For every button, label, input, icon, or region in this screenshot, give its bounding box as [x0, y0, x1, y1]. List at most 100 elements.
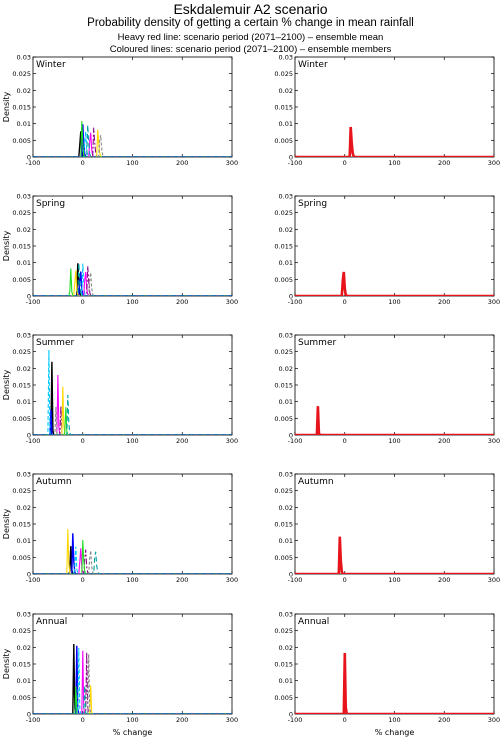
y-tick-label: 0.005	[274, 694, 293, 702]
y-tick-label: 0	[289, 293, 293, 301]
y-tick-label: 0.01	[17, 537, 31, 545]
y-tick-label: 0	[289, 711, 293, 719]
y-tick-label: 0.01	[17, 120, 31, 128]
x-tick-label: 200	[438, 298, 450, 306]
y-tick-label: 0	[289, 571, 293, 579]
x-tick-label: 300	[488, 159, 500, 167]
y-tick-label: 0.015	[274, 104, 293, 112]
x-tick-label: 300	[226, 159, 238, 167]
x-tick-label: 200	[438, 437, 450, 445]
legend-line-mean: Heavy red line: scenario period (2071–21…	[117, 32, 384, 43]
y-tick-label: 0.005	[12, 694, 31, 702]
y-tick-label: 0.01	[17, 677, 31, 685]
x-tick-label: 300	[488, 576, 500, 584]
x-tick-label: -100	[26, 437, 41, 445]
x-tick-label: -100	[26, 159, 41, 167]
plot-frame	[294, 473, 495, 575]
season-label: Annual	[36, 617, 67, 627]
plot-frame	[32, 334, 233, 436]
y-tick-label: 0	[289, 432, 293, 440]
y-tick-label: 0.015	[12, 104, 31, 112]
y-tick-label: 0.03	[17, 193, 31, 201]
y-tick-label: 0.025	[12, 70, 31, 78]
y-tick-label: 0.005	[274, 415, 293, 423]
legend-line-members: Coloured lines: scenario period (2071–21…	[109, 44, 392, 55]
y-tick-label: 0.015	[274, 521, 293, 529]
member-line	[33, 407, 232, 435]
y-tick-label: 0	[27, 711, 31, 719]
y-tick-label: 0.03	[279, 611, 293, 619]
x-tick-label: -100	[288, 576, 303, 584]
y-tick-label: 0.015	[274, 243, 293, 251]
y-tick-label: 0.015	[12, 521, 31, 529]
x-tick-label: 0	[343, 576, 347, 584]
y-tick-label: 0.005	[274, 137, 293, 145]
x-tick-label: 0	[343, 159, 347, 167]
y-tick-label: 0.03	[17, 471, 31, 479]
season-label: Annual	[298, 617, 329, 627]
y-tick-label: 0.01	[279, 677, 293, 685]
y-tick-label: 0.015	[274, 382, 293, 390]
y-tick-label: 0.025	[274, 627, 293, 635]
plot-frame	[294, 56, 495, 158]
x-tick-label: 0	[343, 437, 347, 445]
plot-frame	[32, 56, 233, 158]
y-tick-label: 0.025	[12, 487, 31, 495]
x-tick-label: -100	[288, 159, 303, 167]
x-tick-label: 0	[81, 716, 85, 724]
y-tick-label: 0.03	[17, 332, 31, 340]
x-tick-label: 200	[176, 159, 188, 167]
x-tick-label: 100	[126, 576, 138, 584]
y-tick-label: 0.02	[279, 87, 293, 95]
y-tick-label: 0.03	[279, 471, 293, 479]
y-axis-label: Density	[2, 509, 11, 540]
plot-frame	[32, 195, 233, 297]
x-tick-label: 0	[81, 437, 85, 445]
x-tick-label: 300	[226, 298, 238, 306]
y-tick-label: 0.005	[12, 276, 31, 284]
y-tick-label: 0.025	[274, 348, 293, 356]
x-tick-label: -100	[288, 437, 303, 445]
x-tick-label: 300	[488, 437, 500, 445]
x-tick-label: 200	[176, 576, 188, 584]
chart-title: Eskdalemuir A2 scenario	[173, 1, 328, 17]
y-tick-label: 0.005	[12, 415, 31, 423]
x-tick-label: -100	[288, 716, 303, 724]
x-tick-label: 300	[226, 716, 238, 724]
plot-frame	[32, 613, 233, 715]
plot-frame	[294, 195, 495, 297]
y-tick-label: 0.02	[279, 365, 293, 373]
plot-frame	[294, 613, 495, 715]
y-tick-label: 0.01	[279, 537, 293, 545]
y-tick-label: 0.02	[17, 644, 31, 652]
y-tick-label: 0.015	[12, 243, 31, 251]
x-tick-label: 100	[388, 159, 400, 167]
y-tick-label: 0.025	[274, 487, 293, 495]
y-tick-label: 0.03	[17, 611, 31, 619]
y-tick-label: 0	[27, 571, 31, 579]
y-tick-label: 0.005	[12, 554, 31, 562]
y-tick-label: 0.03	[279, 193, 293, 201]
y-tick-label: 0.01	[279, 120, 293, 128]
plot-frame	[32, 473, 233, 575]
x-tick-label: 200	[438, 576, 450, 584]
x-tick-label: -100	[26, 298, 41, 306]
x-tick-label: -100	[26, 576, 41, 584]
x-tick-label: -100	[288, 298, 303, 306]
x-tick-label: 200	[438, 716, 450, 724]
y-tick-label: 0.03	[279, 54, 293, 62]
y-tick-label: 0.02	[17, 504, 31, 512]
x-tick-label: 100	[388, 716, 400, 724]
y-axis-label: Density	[2, 92, 11, 123]
x-tick-label: 300	[488, 298, 500, 306]
x-tick-label: 300	[226, 576, 238, 584]
y-tick-label: 0.025	[12, 627, 31, 635]
y-tick-label: 0.03	[17, 54, 31, 62]
chart-subtitle: Probability density of getting a certain…	[87, 17, 414, 29]
